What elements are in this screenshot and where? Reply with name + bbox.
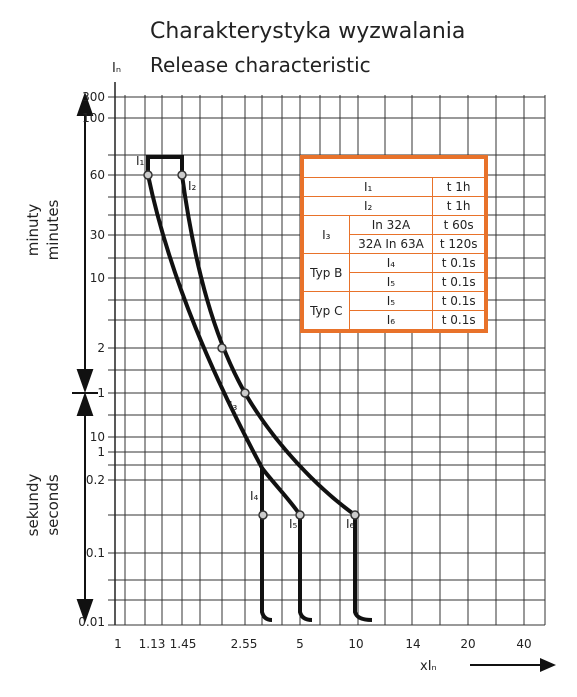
point: [258, 510, 268, 520]
point-label: I₄: [250, 489, 259, 503]
x-tick-label: 40: [516, 637, 531, 651]
x-tick-label: 1.13: [139, 637, 166, 651]
table-row: I₅ t 0.1s: [302, 272, 487, 292]
x-tick-label: 2.55: [231, 637, 258, 651]
table-cell: Typ C: [301, 291, 350, 332]
table-cell: I₄: [348, 253, 434, 273]
table-cell: t 0.1s: [432, 272, 487, 292]
table-row: I₁ t 1h: [301, 177, 487, 197]
x-axis-label: xIₙ: [420, 659, 437, 674]
y-tick-label: 0.2: [86, 473, 105, 487]
table-cell: t 1h: [432, 196, 487, 216]
y-tick-label: 300: [82, 90, 105, 104]
table-row: 32A In 63A t 120s: [302, 234, 487, 254]
y-group-label: minutes: [44, 199, 62, 260]
table-row: I₆ t 0.1s: [302, 310, 487, 332]
point: [295, 510, 305, 520]
point: [217, 343, 227, 353]
y-group-label: sekundy: [24, 474, 42, 537]
table-row: [301, 156, 487, 178]
table-cell: I₁: [301, 177, 434, 197]
point-label: I₆: [346, 517, 355, 531]
point-label: I₁: [136, 154, 145, 168]
y-tick-label: 10: [90, 430, 105, 444]
x-tick-label: 1.45: [170, 637, 197, 651]
point: [240, 388, 250, 398]
table-cell: Typ B: [301, 253, 350, 292]
y-tick-label: 2: [97, 341, 105, 355]
point: [177, 170, 187, 180]
table-cell: I₃: [301, 215, 350, 254]
x-arrow-head: [540, 658, 556, 672]
table-cell: t 120s: [432, 234, 487, 254]
y-tick-label: 1: [97, 386, 105, 400]
y-tick-label: 60: [90, 168, 105, 182]
y-tick-label: 10: [90, 271, 105, 285]
y-tick-label: 0.1: [86, 546, 105, 560]
y-tick-label: 100: [82, 111, 105, 125]
title: Charakterystyka wyzwalania: [150, 19, 465, 44]
table-row: Typ C I₅ t 0.1s: [301, 291, 487, 332]
point: [143, 170, 153, 180]
range-arrows: [72, 91, 98, 624]
point-label: I₅: [289, 517, 298, 531]
legend-table: I₁ t 1h I₂ t 1h I₃ In 32A t 60s 32A In 63A t 120…: [300, 155, 488, 333]
table-cell: t 0.1s: [432, 310, 487, 332]
y-group-label: seconds: [44, 474, 62, 535]
subtitle: Release characteristic: [150, 53, 371, 77]
x-tick-label: 14: [405, 637, 420, 651]
y-tick-label: 1: [97, 445, 105, 459]
point-label: I₃: [229, 399, 238, 413]
table-cell: t 1h: [432, 177, 487, 197]
table-row: I₂ t 1h: [301, 196, 487, 216]
table-cell: t 60s: [432, 215, 487, 235]
table-row: Typ B I₄ t 0.1s: [301, 253, 487, 292]
curves: [146, 155, 373, 622]
table-cell: I₅: [348, 272, 434, 292]
table-cell: In 32A: [348, 215, 434, 235]
y-axis-label: Iₙ: [112, 61, 121, 76]
x-tick-label: 5: [296, 637, 304, 651]
x-tick-label: 10: [348, 637, 363, 651]
table-cell: 32A In 63A: [348, 234, 434, 254]
table-cell: I₂: [301, 196, 434, 216]
table-cell: [301, 156, 487, 178]
table-row: I₃ In 32A t 60s: [301, 215, 487, 254]
y-tick-label: 30: [90, 228, 105, 242]
point: [350, 510, 360, 520]
y-group-label: minuty: [24, 204, 42, 257]
table-cell: t 0.1s: [432, 291, 487, 311]
x-tick-label: 20: [460, 637, 475, 651]
table-cell: t 0.1s: [432, 253, 487, 273]
table-cell: I₅: [348, 291, 434, 311]
x-tick-label: 1: [114, 637, 122, 651]
y-tick-label: 0.01: [78, 615, 105, 629]
table-cell: I₆: [348, 310, 434, 332]
point-label: I₂: [188, 179, 197, 193]
